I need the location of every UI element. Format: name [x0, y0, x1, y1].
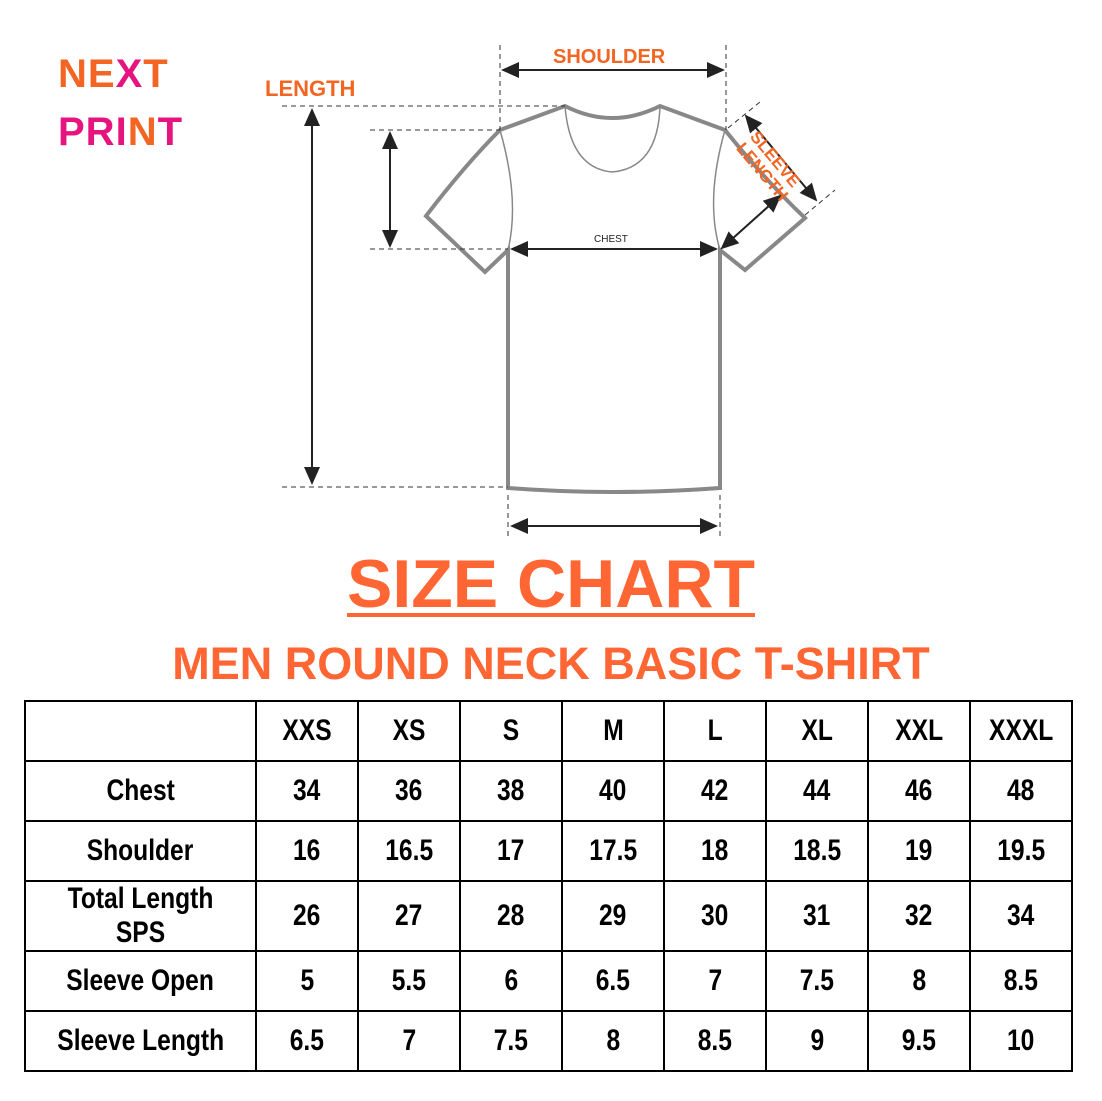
- subtitle: MEN ROUND NECK BASIC T-SHIRT: [172, 638, 930, 689]
- value-cell: 29: [561, 880, 665, 952]
- value-cell: 40: [561, 760, 665, 822]
- value-cell: 44: [765, 760, 869, 822]
- value-cell: 26: [255, 880, 359, 952]
- value-cell: 10: [969, 1010, 1073, 1072]
- value-cell: 18: [663, 820, 767, 882]
- logo-print: PRINT: [58, 110, 184, 154]
- title: SIZE CHART: [0, 545, 1102, 623]
- value-cell: 8: [867, 950, 971, 1012]
- value-cell: 36: [357, 760, 461, 822]
- value-cell: 19: [867, 820, 971, 882]
- value-cell: 7: [663, 950, 767, 1012]
- size-header: XS: [357, 700, 461, 762]
- value-cell: 30: [663, 880, 767, 952]
- value-cell: 38: [459, 760, 563, 822]
- value-cell: 7.5: [765, 950, 869, 1012]
- value-cell: 9: [765, 1010, 869, 1072]
- size-header: M: [561, 700, 665, 762]
- table-row: Sleeve Open 5 5.5 6 6.5 7 7.5 8 8.5: [24, 950, 1073, 1012]
- value-cell: 34: [255, 760, 359, 822]
- value-cell: 9.5: [867, 1010, 971, 1072]
- value-cell: 16.5: [357, 820, 461, 882]
- value-cell: 7: [357, 1010, 461, 1072]
- value-cell: 42: [663, 760, 767, 822]
- value-cell: 28: [459, 880, 563, 952]
- size-header: L: [663, 700, 767, 762]
- length-label: LENGTH: [265, 76, 356, 101]
- size-header: XL: [765, 700, 869, 762]
- row-label: Chest: [24, 760, 257, 822]
- value-cell: 18.5: [765, 820, 869, 882]
- table-row: Total Length SPS 26 27 28 29 30 31 32 34: [24, 880, 1073, 952]
- size-table: XXS XS S M L XL XXL XXXL Chest 34 36 38 40 42…: [24, 700, 1073, 1072]
- value-cell: 8.5: [663, 1010, 767, 1072]
- value-cell: 32: [867, 880, 971, 952]
- size-header: XXL: [867, 700, 971, 762]
- value-cell: 17: [459, 820, 563, 882]
- chest-label: CHEST: [594, 234, 628, 245]
- row-label: Sleeve Length: [24, 1010, 257, 1072]
- value-cell: 19.5: [969, 820, 1073, 882]
- table-row: Sleeve Length 6.5 7 7.5 8 8.5 9 9.5 10: [24, 1010, 1073, 1072]
- size-header: S: [459, 700, 563, 762]
- value-cell: 6.5: [255, 1010, 359, 1072]
- row-label: Shoulder: [24, 820, 257, 882]
- value-cell: 48: [969, 760, 1073, 822]
- tshirt-diagram: [282, 45, 836, 540]
- value-cell: 34: [969, 880, 1073, 952]
- value-cell: 8.5: [969, 950, 1073, 1012]
- value-cell: 7.5: [459, 1010, 563, 1072]
- value-cell: 5: [255, 950, 359, 1012]
- value-cell: 27: [357, 880, 461, 952]
- value-cell: 6.5: [561, 950, 665, 1012]
- shoulder-label: SHOULDER: [553, 46, 666, 68]
- value-cell: 31: [765, 880, 869, 952]
- header-row: XXS XS S M L XL XXL XXXL: [24, 700, 1073, 762]
- size-header: XXS: [255, 700, 359, 762]
- logo-next: NEXT: [58, 52, 169, 96]
- row-label: Total Length SPS: [24, 880, 257, 952]
- value-cell: 16: [255, 820, 359, 882]
- size-header: XXXL: [969, 700, 1073, 762]
- table-row: Shoulder 16 16.5 17 17.5 18 18.5 19 19.5: [24, 820, 1073, 882]
- value-cell: 5.5: [357, 950, 461, 1012]
- value-cell: 46: [867, 760, 971, 822]
- tshirt-outline: [423, 103, 808, 494]
- row-label: Sleeve Open: [24, 950, 257, 1012]
- value-cell: 8: [561, 1010, 665, 1072]
- value-cell: 17.5: [561, 820, 665, 882]
- table-row: Chest 34 36 38 40 42 44 46 48: [24, 760, 1073, 822]
- corner-cell: [24, 700, 257, 762]
- title-text: SIZE CHART: [347, 546, 755, 622]
- value-cell: 6: [459, 950, 563, 1012]
